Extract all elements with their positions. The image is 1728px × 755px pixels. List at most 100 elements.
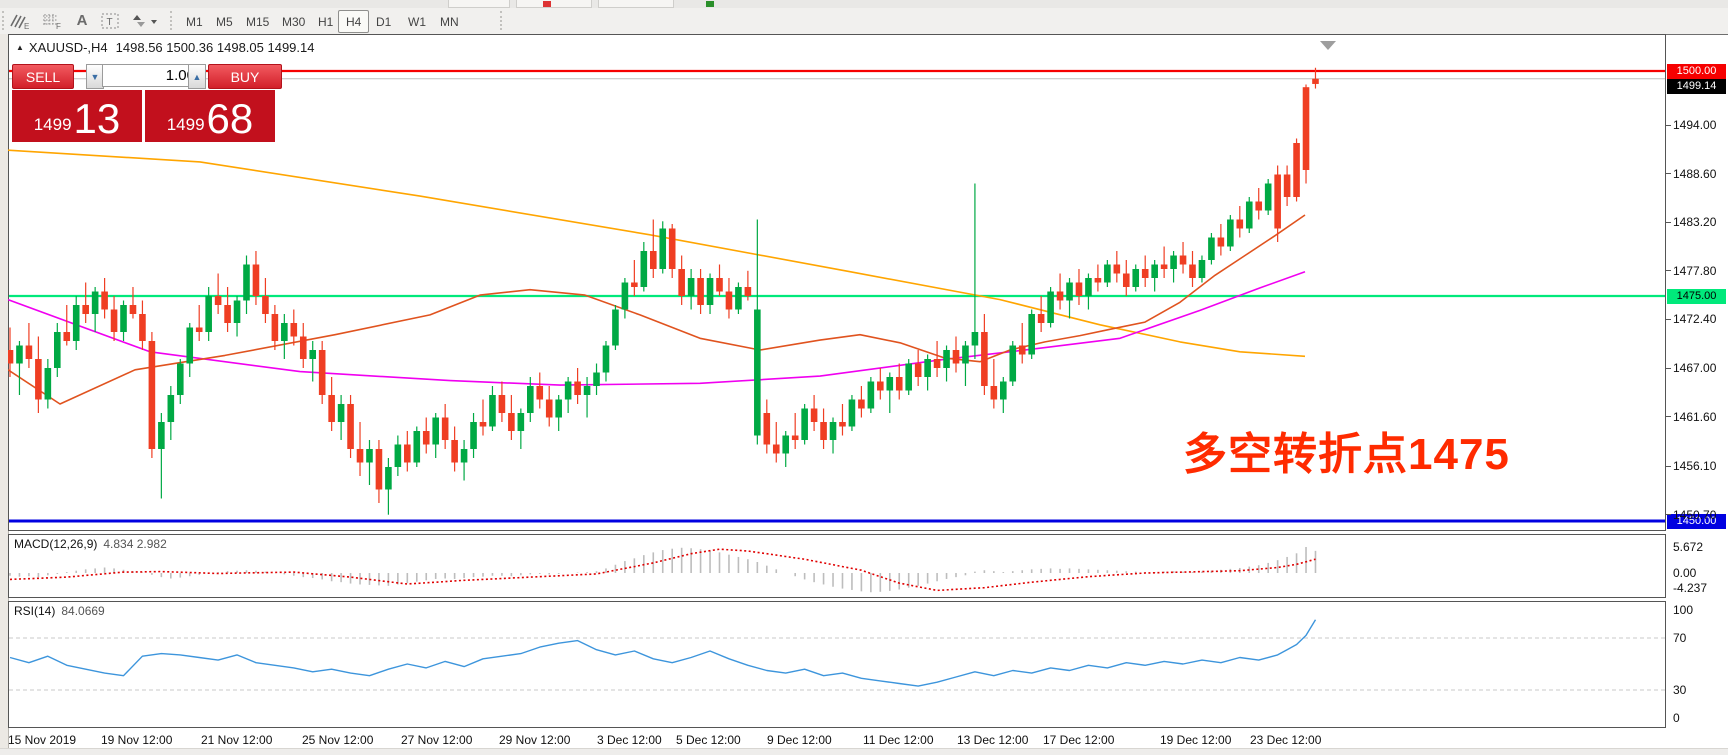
ma-fast-redorange — [8, 214, 1306, 405]
time-tick-label: 19 Dec 12:00 — [1160, 733, 1232, 747]
volume-input[interactable] — [102, 64, 202, 87]
candle-body — [186, 327, 194, 364]
candle-body — [725, 291, 733, 310]
candle-body — [252, 264, 260, 296]
price-tick — [1666, 514, 1671, 516]
candle-body — [309, 350, 317, 359]
clipped-red-icon — [543, 1, 551, 7]
candle-body — [1302, 87, 1310, 170]
time-tick-label: 5 Dec 12:00 — [676, 733, 741, 747]
candle-body — [1198, 260, 1206, 278]
collapse-triangle-icon[interactable]: ▲ — [16, 43, 24, 52]
timeframe-d1[interactable]: D1 — [376, 14, 392, 29]
candle-body — [905, 363, 912, 391]
candle-body — [744, 287, 752, 296]
candle-body — [82, 305, 89, 314]
candle-body — [763, 413, 771, 445]
candle-body — [35, 359, 42, 400]
candle-body — [460, 449, 468, 463]
indicator-scale-label: 0.00 — [1673, 566, 1697, 580]
candle-body — [176, 363, 184, 395]
candle-body — [583, 386, 591, 395]
macd-signal-line — [9, 548, 1316, 592]
arrange-windows-icon[interactable] — [128, 10, 160, 31]
buy-button[interactable]: BUY — [208, 64, 282, 89]
candle-body — [281, 323, 288, 341]
timeframe-m5[interactable]: M5 — [216, 14, 233, 29]
chart-frame — [8, 34, 1666, 531]
rsi-values: 84.0669 — [61, 604, 105, 618]
indicator-scale-label: 0 — [1673, 711, 1680, 725]
timeframe-w1[interactable]: W1 — [408, 14, 426, 29]
candle-body — [337, 404, 345, 422]
candle-body — [1141, 269, 1149, 278]
timeframe-mn[interactable]: MN — [440, 14, 459, 29]
indicator-scale-label: 70 — [1673, 631, 1687, 645]
candle-body — [1245, 201, 1253, 229]
candle-body — [167, 395, 175, 422]
candle-body — [697, 278, 704, 305]
timeframe-m1[interactable]: M1 — [186, 14, 203, 29]
rsi-indicator-panel[interactable] — [8, 601, 1666, 728]
candle-body — [612, 309, 619, 346]
candle-body — [1227, 219, 1234, 247]
text-box-icon[interactable]: T — [98, 10, 122, 31]
candle-body — [555, 399, 562, 418]
candle-body — [1274, 174, 1281, 229]
candle-body — [120, 305, 127, 332]
volume-increase-button[interactable]: ▲ — [188, 64, 206, 89]
time-tick-label: 11 Dec 12:00 — [863, 733, 934, 747]
macd-indicator-panel[interactable] — [8, 534, 1666, 598]
candle-body — [413, 431, 421, 463]
time-tick-label: 17 Dec 12:00 — [1043, 733, 1115, 747]
price-tick-label: 1467.00 — [1673, 361, 1717, 375]
candle-body — [848, 399, 856, 427]
candle-body — [593, 372, 600, 386]
candle-body — [25, 345, 33, 359]
ask-price-minor: 68 — [206, 95, 254, 143]
candle-body — [772, 444, 780, 454]
sell-button[interactable]: SELL — [12, 64, 74, 89]
candle-body — [1179, 255, 1187, 265]
timeframe-h4[interactable]: H4 — [338, 10, 370, 33]
chart-title: ▲ XAUUSD-,H4 1498.56 1500.36 1498.05 1499.… — [16, 40, 314, 55]
chart-toolbar: E F A T M1 M5 M15 M30 H1 H4 D1 W1 MN — [0, 8, 1728, 35]
candle-body — [839, 422, 846, 427]
indicators-icon[interactable]: E — [8, 10, 32, 31]
text-label-icon[interactable]: A — [76, 12, 88, 29]
candle-body — [422, 431, 430, 445]
toolbar-drag-handle[interactable] — [2, 11, 8, 30]
candle-body — [1170, 255, 1177, 269]
timeframe-m30[interactable]: M30 — [282, 14, 306, 29]
candle-body — [129, 305, 137, 314]
svg-text:E: E — [24, 22, 29, 30]
rsi-frame — [8, 601, 1666, 728]
candle-body — [574, 381, 581, 395]
candle-body — [801, 408, 808, 440]
grid-icon[interactable]: F — [40, 10, 64, 31]
candle-body — [243, 264, 250, 301]
price-tick — [1666, 270, 1671, 272]
chart-window — [0, 34, 1728, 754]
timeframe-h1[interactable]: H1 — [318, 14, 334, 29]
candle-body — [716, 278, 723, 292]
price-tick — [1666, 416, 1671, 418]
candle-body — [754, 309, 761, 436]
candle-body — [943, 350, 950, 368]
candle-body — [820, 422, 827, 440]
candle-body — [470, 422, 477, 449]
bid-price-box[interactable]: 1499 13 — [12, 90, 142, 142]
toolbar-drag-handle[interactable] — [500, 11, 506, 30]
current-price-badge: 1499.14 — [1667, 78, 1726, 94]
time-tick-label: 13 Dec 12:00 — [957, 733, 1029, 747]
toolbar-drag-handle[interactable] — [170, 11, 176, 30]
timeframe-m15[interactable]: M15 — [246, 14, 270, 29]
candle-body — [867, 381, 875, 409]
candle-body — [564, 381, 572, 400]
symbol-timeframe-label: XAUUSD-,H4 — [28, 40, 108, 55]
candle-body — [148, 341, 156, 449]
candle-body — [1018, 345, 1026, 355]
main-price-chart[interactable] — [8, 34, 1666, 531]
ask-price-box[interactable]: 1499 68 — [145, 90, 275, 142]
price-tick — [1666, 367, 1671, 369]
